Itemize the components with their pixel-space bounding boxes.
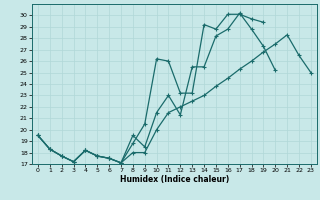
X-axis label: Humidex (Indice chaleur): Humidex (Indice chaleur)	[120, 175, 229, 184]
